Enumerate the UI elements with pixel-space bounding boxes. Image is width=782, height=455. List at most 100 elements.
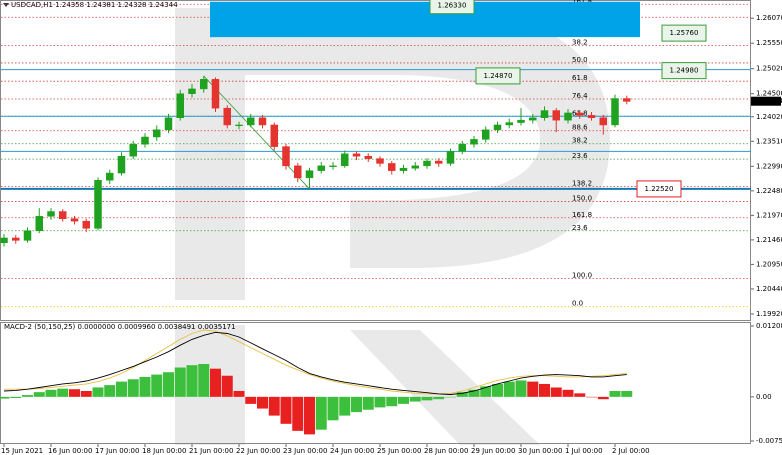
x-tick-label: 22 Jun 00:00 <box>236 447 280 455</box>
candle-body <box>493 124 502 131</box>
histogram-bar <box>433 396 445 400</box>
histogram-bar <box>503 381 515 397</box>
histogram-bar <box>33 392 45 397</box>
macd-title: MACD-2 (50,150,25) 0.0000000 0.0009960 0… <box>4 323 236 331</box>
price-frame <box>0 0 751 321</box>
histogram-bar <box>562 389 574 397</box>
histogram-bar <box>57 388 69 397</box>
histogram-bar <box>327 396 339 421</box>
histogram-bar <box>409 396 421 402</box>
candle-body <box>200 79 208 90</box>
histogram-bar <box>198 364 210 397</box>
candle-body <box>540 110 549 119</box>
price-label-box <box>636 180 682 198</box>
candle-body <box>141 136 149 145</box>
histogram-bar <box>233 390 245 397</box>
candle-body <box>423 160 431 167</box>
candle-body <box>0 237 8 244</box>
fib-label: 61.8 <box>572 74 588 82</box>
trend-line <box>203 75 310 190</box>
candle-body <box>94 180 102 229</box>
histogram-bar <box>104 385 116 397</box>
candle-body <box>564 112 572 121</box>
y-tick-label: 1.24500 <box>756 90 782 98</box>
y-tick-label: 1.25020 <box>756 65 782 73</box>
y-tick-label: 1.22480 <box>756 187 782 195</box>
candle-body <box>176 93 184 119</box>
candle-body <box>470 139 478 145</box>
candle-body <box>623 98 631 102</box>
candle-body <box>611 98 619 126</box>
histogram-bar <box>245 396 257 404</box>
candle-body <box>106 172 114 181</box>
y-tick-label: 1.23510 <box>756 137 782 145</box>
histogram-bar <box>174 367 186 397</box>
target-zone <box>210 1 640 38</box>
chart-title: USDCAD,H1 1.24358 1.24381 1.24328 1.2434… <box>11 1 178 9</box>
candle-body <box>282 146 290 167</box>
histogram-bar <box>116 381 127 397</box>
histogram-bar <box>468 389 480 397</box>
candle-body <box>411 165 419 169</box>
candle-body <box>211 79 220 109</box>
histogram-bar <box>527 381 539 397</box>
x-tick-label: 21 Jun 00:00 <box>189 447 233 455</box>
y-tick-label: 1.25550 <box>756 39 782 47</box>
candle-body <box>364 155 372 159</box>
candle-body <box>552 110 560 121</box>
x-tick-label: 23 Jun 00:00 <box>283 447 327 455</box>
y-tick-label: 1.19920 <box>756 310 782 318</box>
y-tick-label: 1.21970 <box>756 211 782 219</box>
y-tick-label: 1.20440 <box>756 285 782 293</box>
histogram-bar <box>163 372 174 397</box>
price-label: 1.24980 <box>670 67 699 75</box>
candle-body <box>235 124 243 127</box>
histogram-bar <box>221 375 233 397</box>
price-label-box <box>429 0 475 15</box>
histogram-bar <box>127 379 139 397</box>
fib-label: 50.0 <box>572 56 588 64</box>
y-tick-label: 0.0120825 <box>756 322 782 330</box>
candle-body <box>47 211 55 217</box>
candle-body <box>188 88 196 94</box>
fib-label: 100.0 <box>572 271 592 279</box>
histogram-bar <box>621 390 633 397</box>
y-tick-label: 0.00 <box>756 393 772 401</box>
candle-body <box>587 115 596 119</box>
y-tick-label: -0.007531 <box>756 437 782 445</box>
candle-body <box>164 117 173 131</box>
candle-body <box>458 143 466 152</box>
histogram-bar <box>139 376 151 397</box>
candle-body <box>529 117 537 121</box>
histogram-bar <box>386 396 398 407</box>
fib-label: 23.6 <box>572 152 588 160</box>
candle-body <box>70 218 79 222</box>
current-price-label: 1.24344 <box>754 97 782 105</box>
main-line <box>3 331 627 395</box>
fib-label: 76.4 <box>572 92 588 100</box>
x-tick-label: 2 Jul 00:00 <box>612 447 650 455</box>
histogram-bar <box>80 390 92 397</box>
histogram-bar <box>45 389 57 397</box>
histogram-bar <box>398 396 409 404</box>
histogram-bar <box>480 386 492 397</box>
price-label: 1.25760 <box>670 29 699 37</box>
current-price-box <box>751 96 781 106</box>
watermark-shape <box>175 325 540 445</box>
candle-body <box>446 151 455 164</box>
candle-body <box>117 155 126 174</box>
x-tick-label: 24 Jun 00:00 <box>330 447 374 455</box>
histogram-bar <box>92 387 104 397</box>
histogram-bar <box>210 368 221 397</box>
histogram-bar <box>550 387 562 397</box>
price-label-box <box>661 24 707 42</box>
candle-body <box>258 117 267 126</box>
histogram-bar <box>597 396 609 400</box>
candle-body <box>482 129 490 140</box>
candle-body <box>435 160 443 164</box>
fib-label: 0.0 <box>572 300 583 308</box>
histogram-bar <box>186 365 198 397</box>
candle-body <box>352 153 361 157</box>
histogram-bar <box>280 396 292 424</box>
